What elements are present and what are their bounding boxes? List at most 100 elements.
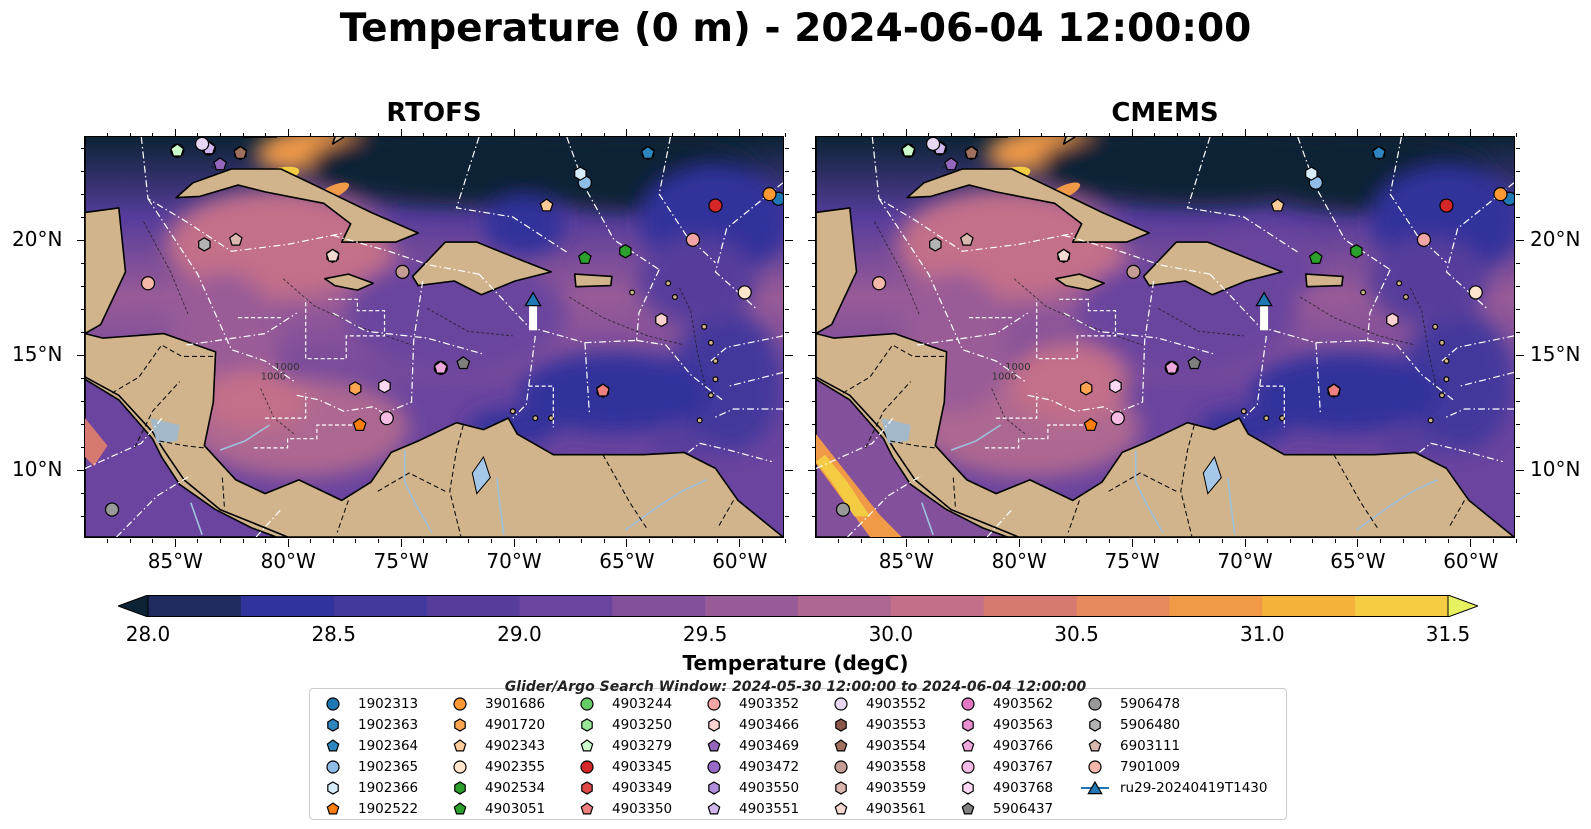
lon-tick-label: 70°W: [486, 549, 542, 573]
major-tick: [626, 539, 628, 547]
minor-tick: [603, 539, 605, 543]
temp-anomaly-blob: [671, 311, 782, 452]
legend-item: 4903553: [826, 714, 926, 735]
minor-tick: [928, 539, 930, 543]
minor-tick: [490, 133, 492, 137]
small-island: [532, 415, 539, 422]
minor-tick: [1289, 539, 1291, 543]
minor-tick: [219, 539, 221, 543]
eez-boundary: [658, 137, 716, 264]
legend-item: 7901009: [1080, 756, 1267, 777]
river: [496, 477, 505, 535]
minor-tick: [1492, 133, 1494, 137]
colorbar-tick-label: 31.5: [1425, 622, 1471, 646]
minor-tick: [536, 133, 538, 137]
minor-tick: [1516, 331, 1520, 333]
float-4903561: [325, 248, 340, 262]
float-4902355: [737, 285, 752, 300]
minor-tick: [883, 539, 885, 543]
legend-label: 4903051: [485, 800, 546, 817]
river: [1227, 477, 1236, 535]
lon-tick-label: 75°W: [1104, 549, 1160, 573]
legend-marker: [454, 717, 466, 732]
minor-tick: [445, 539, 447, 543]
legend-item: 4903559: [826, 777, 926, 798]
float-7901009: [140, 276, 156, 291]
colorbar-tick-label: 31.0: [1240, 622, 1285, 646]
country-border: [1067, 500, 1080, 533]
minor-tick: [785, 446, 789, 448]
legend-marker: [834, 696, 848, 711]
minor-tick: [468, 539, 470, 543]
legend-marker: [326, 801, 340, 814]
minor-tick: [785, 515, 789, 517]
legend-marker-icon: [580, 801, 594, 814]
float-1902522: [352, 417, 367, 431]
colorbar-segment: [240, 595, 335, 617]
minor-tick: [716, 539, 718, 543]
eez-boundary: [1063, 312, 1215, 355]
eez-boundary: [878, 198, 1026, 383]
colorbar-frame: [147, 595, 1449, 617]
legend: 1902313 1902363 1902364 1902365 1902366 19025…: [309, 688, 1287, 820]
minor-tick: [310, 539, 312, 543]
minor-tick: [1516, 285, 1520, 287]
major-tick: [1244, 539, 1246, 547]
legend-column: 4903552 4903553 4903554 4903558 4903559 49035…: [826, 693, 926, 819]
lease-block-boundary: [305, 298, 386, 360]
major-tick: [808, 239, 816, 241]
land-florida: [241, 137, 278, 138]
country-border: [717, 500, 734, 529]
eez-boundary: [1419, 442, 1503, 463]
minor-tick: [785, 308, 789, 310]
minor-tick: [785, 400, 789, 402]
minor-tick: [242, 539, 244, 543]
legend-column: 1902313 1902363 1902364 1902365 1902366 19025…: [318, 693, 418, 819]
country-border: [377, 472, 446, 492]
legend-marker-icon: [326, 801, 340, 814]
temp-anomaly-blob: [1008, 341, 1129, 422]
small-island: [707, 392, 714, 399]
minor-tick: [785, 423, 789, 425]
minor-tick: [785, 377, 789, 379]
land-bahamas: [1062, 137, 1076, 145]
minor-tick: [1515, 539, 1517, 543]
minor-tick: [1380, 133, 1382, 137]
colorbar-segment: [705, 595, 799, 617]
lease-block-boundary: [996, 393, 1038, 419]
glider-track-ru29-20240419T1430: [1260, 304, 1269, 331]
eez-boundary: [147, 198, 295, 383]
legend-marker-icon: [962, 780, 974, 795]
legend-marker: [708, 717, 720, 732]
float-4903350: [595, 383, 610, 397]
legend-marker: [1089, 717, 1101, 732]
legend-item: 1902364: [318, 735, 418, 756]
minor-tick: [1063, 539, 1065, 543]
lat-tick-label: 10°N: [1530, 457, 1581, 482]
minor-tick: [1380, 539, 1382, 543]
legend-marker: [326, 759, 340, 774]
legend-marker-icon: [454, 717, 466, 732]
minor-tick: [812, 331, 816, 333]
minor-tick: [1516, 216, 1520, 218]
legend-label: 4903559: [866, 779, 927, 796]
eez-boundary: [636, 269, 660, 341]
minor-tick: [1289, 133, 1291, 137]
minor-tick: [812, 492, 816, 494]
float-1902366: [1305, 166, 1318, 181]
float-4903766: [433, 360, 448, 374]
minor-tick: [1176, 539, 1178, 543]
major-tick: [808, 469, 816, 471]
float-4902343: [1270, 198, 1285, 212]
legend-item: 4903550: [699, 777, 799, 798]
minor-tick: [1086, 539, 1088, 543]
colorbar-extend-min: [118, 595, 149, 617]
small-island: [1360, 289, 1367, 296]
lake-maracaibo: [471, 455, 491, 495]
bathymetry-contour: [874, 221, 921, 316]
temp-anomaly-blob: [1402, 311, 1513, 452]
country-border: [111, 344, 214, 394]
float-4903051: [1308, 250, 1323, 265]
major-tick: [400, 539, 402, 547]
legend-marker: [835, 780, 847, 795]
